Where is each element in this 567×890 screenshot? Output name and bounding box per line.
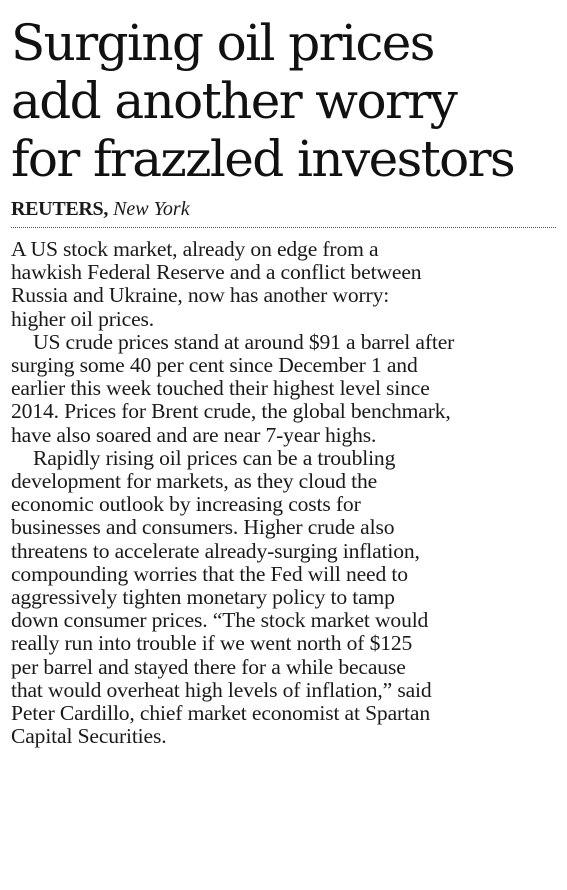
headline: Surging oil prices add another worry for…	[11, 14, 557, 188]
byline-agency: REUTERS,	[11, 198, 109, 220]
paragraph-1: A US stock market, already on edge from …	[11, 237, 557, 331]
body-line: down consumer prices. “The stock market …	[11, 608, 429, 633]
body-line: per barrel and stayed there for a while …	[11, 654, 406, 679]
body-line: that would overheat high levels of infla…	[11, 677, 432, 702]
body-line: economic outlook by increasing costs for	[11, 492, 361, 517]
body-line: aggressively tighten monetary policy to …	[11, 585, 395, 610]
body-line: threatens to accelerate already-surging …	[11, 538, 420, 563]
body-line: Peter Cardillo, chief market economist a…	[11, 701, 430, 726]
body-line: US crude prices stand at around $91 a ba…	[33, 329, 455, 354]
body-line: businesses and consumers. Higher crude a…	[11, 515, 395, 540]
body-line: Capital Securities.	[11, 724, 167, 749]
body-line: higher oil prices.	[11, 306, 155, 331]
dotted-divider	[11, 227, 556, 228]
body-line: Russia and Ukraine, now has another worr…	[11, 283, 390, 308]
body-line: 2014. Prices for Brent crude, the global…	[11, 399, 451, 424]
headline-line: Surging oil prices	[11, 14, 435, 72]
paragraph-2: US crude prices stand at around $91 a ba…	[11, 329, 557, 447]
body-line: Rapidly rising oil prices can be a troub…	[33, 445, 396, 470]
body-line: hawkish Federal Reserve and a conflict b…	[11, 260, 422, 285]
news-article: Surging oil prices add another worry for…	[11, 14, 557, 748]
paragraph-3: Rapidly rising oil prices can be a troub…	[11, 445, 557, 749]
body-line: really run into trouble if we went north…	[11, 631, 413, 656]
headline-line: add another worry	[11, 72, 458, 130]
body-line: compounding worries that the Fed will ne…	[11, 561, 408, 586]
body-line: A US stock market, already on edge from …	[11, 237, 379, 261]
body-line: surging some 40 per cent since December …	[11, 353, 418, 378]
byline-location: New York	[113, 198, 190, 220]
article-body: A US stock market, already on edge from …	[11, 237, 557, 749]
body-line: earlier this week touched their highest …	[11, 376, 430, 401]
body-line: have also soared and are near 7-year hig…	[11, 422, 377, 447]
byline: REUTERS, New York	[11, 197, 557, 221]
headline-line: for frazzled investors	[11, 130, 516, 188]
body-line: development for markets, as they cloud t…	[11, 469, 378, 494]
